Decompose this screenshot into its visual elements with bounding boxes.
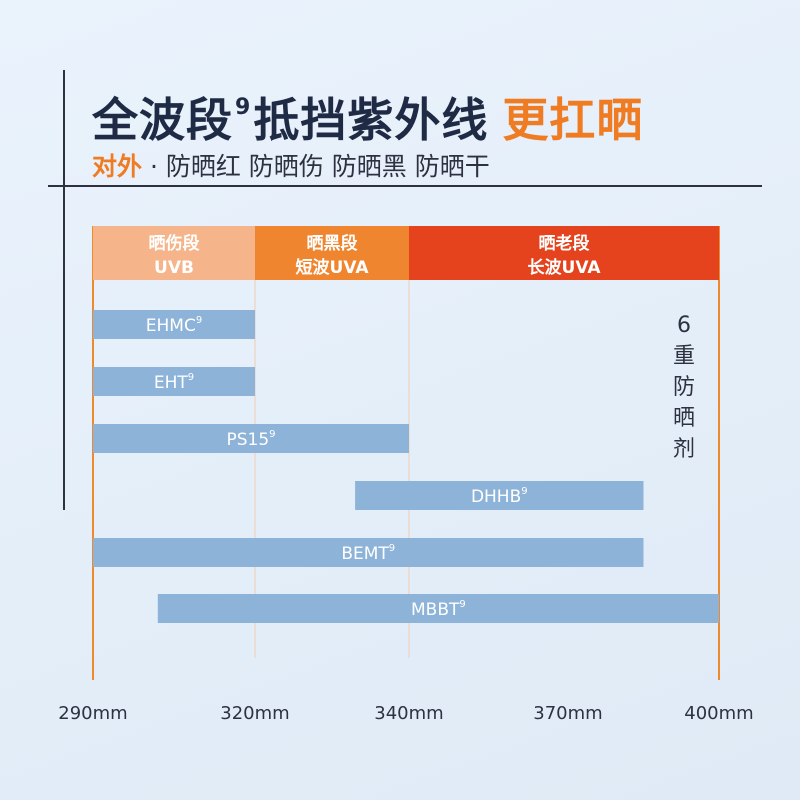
x-tick-label: 320mm: [220, 703, 289, 724]
band-3: [409, 226, 719, 280]
x-tick-label: 290mm: [58, 703, 127, 724]
band-sublabel: UVB: [154, 258, 194, 278]
filter-bar: [93, 424, 409, 453]
x-tick-label: 340mm: [374, 703, 443, 724]
band-label: 晒伤段: [149, 233, 200, 254]
filter-bar: [157, 594, 720, 623]
filter-bar: [93, 538, 644, 567]
filter-label: BEMT9: [341, 543, 395, 564]
filter-bar: [93, 310, 255, 339]
x-tick-label: 370mm: [533, 703, 602, 724]
band-sublabel: 长波UVA: [528, 257, 602, 278]
title-accent: 更扛晒: [502, 93, 644, 147]
frame-vertical-line: [63, 70, 65, 510]
page-title: 全波段9抵挡紫外线 更扛晒: [92, 93, 644, 147]
band-label: 晒黑段: [307, 233, 358, 254]
side-label: 6重防晒剂: [672, 313, 695, 462]
band-2: [255, 226, 409, 280]
subtitle-text: · 防晒红 防晒伤 防晒黑 防晒干: [142, 152, 490, 181]
filter-bar: [355, 481, 644, 510]
filter-label: MBBT9: [411, 599, 466, 620]
filter-label: PS159: [226, 429, 275, 450]
filter-label: EHT9: [154, 372, 194, 393]
band-label: 晒老段: [539, 233, 590, 254]
filter-label: EHMC9: [146, 315, 202, 336]
subtitle-lead: 对外: [92, 152, 143, 181]
frame-horizontal-line: [48, 185, 762, 187]
filter-bar: [93, 367, 255, 396]
band-sublabel: 短波UVA: [296, 257, 370, 278]
band-1: [93, 226, 255, 280]
page-subtitle: 对外 · 防晒红 防晒伤 防晒黑 防晒干: [92, 147, 490, 183]
x-tick-label: 400mm: [684, 703, 753, 724]
title-superscript: 9: [235, 95, 252, 120]
filter-label: DHHB9: [471, 486, 528, 507]
